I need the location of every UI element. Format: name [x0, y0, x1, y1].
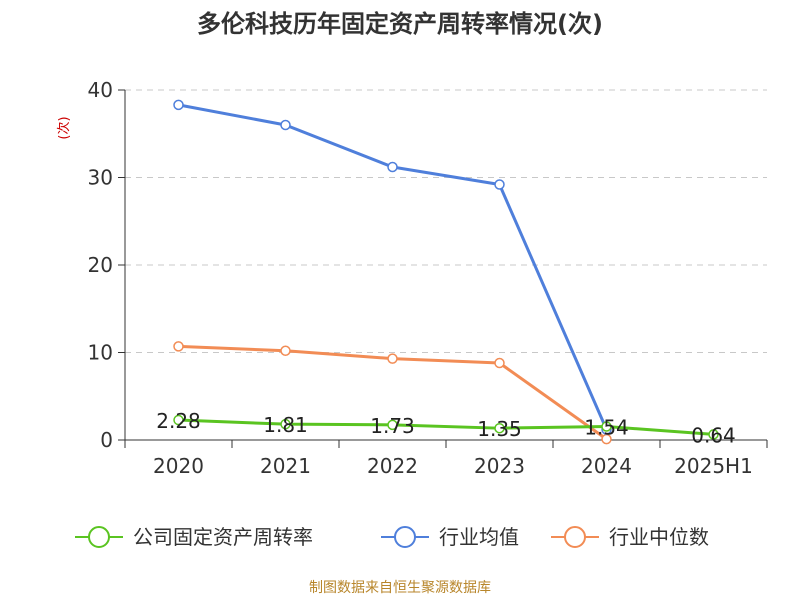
source-note: 制图数据来自恒生聚源数据库 — [309, 580, 491, 596]
y-tick-label: 40 — [88, 78, 113, 102]
y-tick-label: 0 — [100, 428, 113, 452]
data-label: 1.73 — [370, 414, 415, 438]
data-point — [387, 419, 398, 431]
x-tick-label: 2024 — [581, 454, 632, 478]
data-label: 1.35 — [477, 417, 522, 441]
data-point — [387, 353, 398, 364]
legend-label: 行业中位数 — [609, 525, 709, 549]
x-tick-label: 2023 — [474, 454, 525, 478]
legend-label: 行业均值 — [439, 525, 519, 549]
series-3 — [173, 341, 612, 445]
legend: 公司固定资产周转率 行业均值 行业中位数 — [75, 525, 709, 549]
y-axis-unit-label: (次) — [56, 116, 72, 139]
y-tick-label: 10 — [88, 341, 113, 365]
data-point — [708, 429, 719, 440]
grid-lines — [125, 89, 767, 353]
legend-item[interactable]: 公司固定资产周转率 — [75, 525, 313, 549]
axes — [118, 89, 768, 448]
legend-label: 公司固定资产周转率 — [133, 525, 313, 549]
legend-item[interactable]: 行业均值 — [381, 525, 519, 549]
legend-item[interactable]: 行业中位数 — [551, 525, 709, 549]
data-label: 2.28 — [156, 409, 201, 433]
data-point — [280, 345, 291, 356]
x-tick-labels: 2020 2021 2022 2023 2024 2025H1 — [153, 454, 753, 478]
legend-marker — [564, 526, 586, 548]
legend-marker — [88, 526, 110, 548]
data-point — [387, 161, 398, 173]
series-2 — [173, 99, 612, 435]
x-tick-label: 2020 — [153, 454, 204, 478]
data-label: 0.64 — [691, 423, 736, 447]
data-point — [494, 179, 505, 190]
data-point — [173, 99, 184, 111]
data-point — [173, 414, 184, 426]
data-label: 1.81 — [263, 413, 308, 437]
chart-title: 多伦科技历年固定资产周转率情况(次) — [197, 10, 603, 38]
x-tick-label: 2025H1 — [674, 454, 753, 478]
y-tick-labels: 0 10 20 30 40 — [88, 78, 113, 452]
y-tick-label: 20 — [88, 253, 113, 277]
data-point — [173, 341, 184, 352]
series-line — [178, 418, 714, 436]
data-label: 1.54 — [584, 416, 629, 440]
data-point — [494, 357, 505, 369]
series-1 — [173, 414, 719, 440]
data-point — [280, 119, 291, 131]
y-tick-label: 30 — [88, 166, 113, 190]
series-group — [173, 99, 719, 445]
legend-marker — [394, 526, 416, 548]
x-tick-label: 2022 — [367, 454, 418, 478]
data-point — [280, 418, 291, 430]
x-tick-label: 2021 — [260, 454, 311, 478]
series-line — [178, 103, 608, 431]
data-point — [601, 421, 612, 432]
data-labels: 2.28 1.81 1.73 1.35 1.54 0.64 — [156, 409, 736, 447]
data-point — [494, 422, 505, 434]
